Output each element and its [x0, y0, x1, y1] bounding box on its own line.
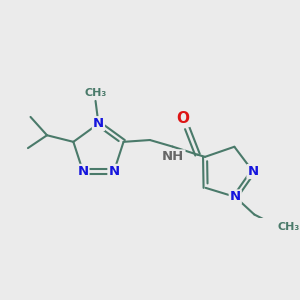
Text: CH₃: CH₃ — [84, 88, 106, 98]
Text: O: O — [176, 111, 189, 126]
Text: N: N — [248, 165, 259, 178]
Text: N: N — [230, 190, 241, 203]
Text: N: N — [108, 165, 119, 178]
Text: N: N — [93, 117, 104, 130]
Text: NH: NH — [162, 150, 184, 164]
Text: N: N — [77, 165, 88, 178]
Text: CH₃: CH₃ — [277, 222, 299, 232]
